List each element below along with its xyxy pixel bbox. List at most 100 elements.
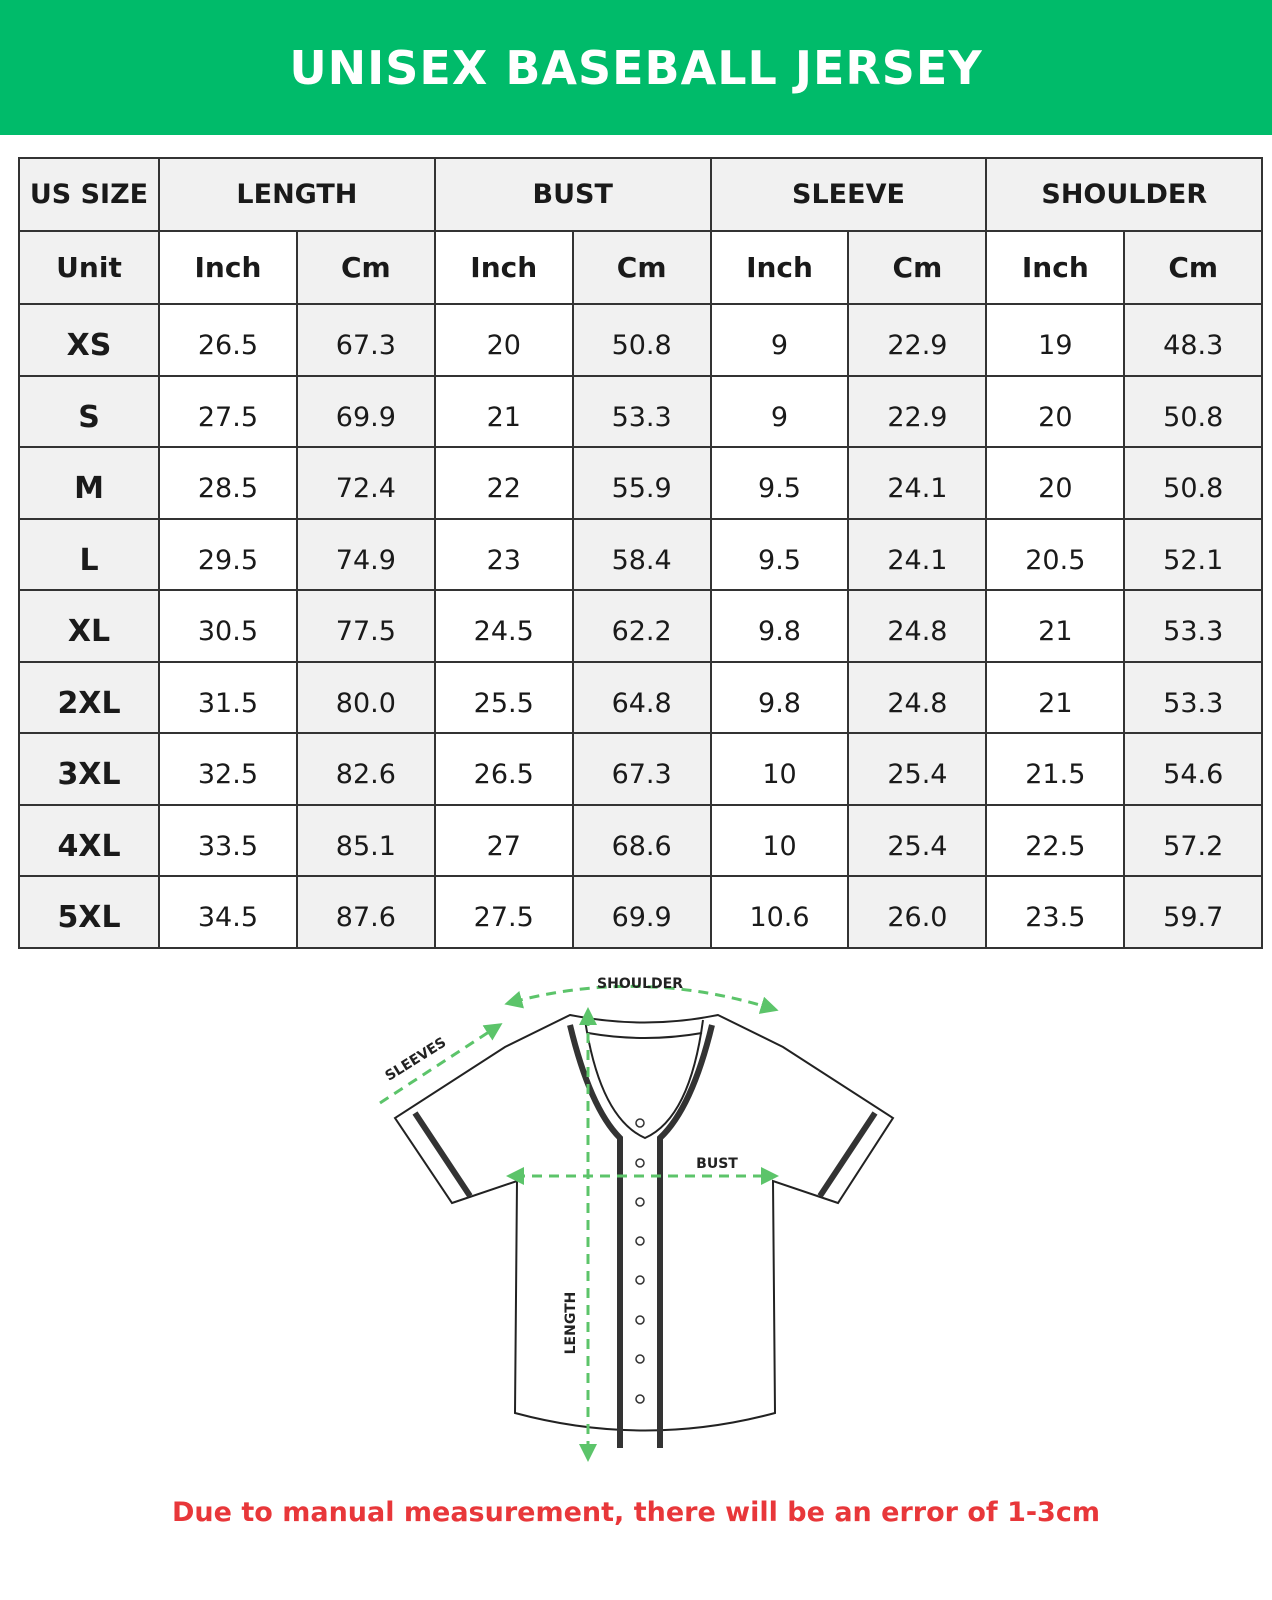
value-cell: 23.5 <box>985 875 1126 949</box>
table-row: S 27.5 69.9 21 53.3 9 22.9 20 50.8 <box>18 374 1264 448</box>
table-row: 2XL 31.5 80.0 25.5 64.8 9.8 24.8 21 53.3 <box>18 660 1264 734</box>
size-cell: XL <box>18 589 160 663</box>
value-cell: 32.5 <box>158 732 298 806</box>
unit-cell: Inch <box>433 230 574 305</box>
table-row: XL 30.5 77.5 24.5 62.2 9.8 24.8 21 53.3 <box>18 589 1264 663</box>
value-cell: 64.8 <box>571 660 712 734</box>
unit-cell: Cm <box>1123 230 1264 305</box>
value-cell: 27.5 <box>433 875 574 949</box>
value-cell: 28.5 <box>158 446 298 520</box>
table-row: M 28.5 72.4 22 55.9 9.5 24.1 20 50.8 <box>18 446 1264 520</box>
value-cell: 21 <box>433 374 574 448</box>
value-cell: 20 <box>985 446 1126 520</box>
value-cell: 50.8 <box>571 303 712 377</box>
value-cell: 20 <box>985 374 1126 448</box>
table-row: 3XL 32.5 82.6 26.5 67.3 10 25.4 21.5 54.6 <box>18 732 1264 806</box>
jersey-outline <box>393 1013 895 1432</box>
size-cell: 5XL <box>18 875 160 949</box>
value-cell: 24.8 <box>847 589 988 663</box>
value-cell: 24.1 <box>847 517 988 591</box>
value-cell: 25.5 <box>433 660 574 734</box>
unit-cell: Cm <box>847 230 988 305</box>
value-cell: 34.5 <box>158 875 298 949</box>
unit-cell: Cm <box>295 230 436 305</box>
value-cell: 67.3 <box>295 303 436 377</box>
value-cell: 50.8 <box>1123 374 1264 448</box>
value-cell: 53.3 <box>1123 660 1264 734</box>
value-cell: 77.5 <box>295 589 436 663</box>
value-cell: 30.5 <box>158 589 298 663</box>
header-sleeve: SLEEVE <box>709 157 988 232</box>
value-cell: 26.5 <box>158 303 298 377</box>
value-cell: 23 <box>433 517 574 591</box>
table-row: XS 26.5 67.3 20 50.8 9 22.9 19 48.3 <box>18 303 1264 377</box>
value-cell: 58.4 <box>571 517 712 591</box>
value-cell: 27.5 <box>158 374 298 448</box>
jersey-buttons <box>635 1118 645 1404</box>
unit-cell: Inch <box>158 230 298 305</box>
value-cell: 21 <box>985 660 1126 734</box>
value-cell: 20 <box>433 303 574 377</box>
value-cell: 9.8 <box>709 660 850 734</box>
value-cell: 22.9 <box>847 374 988 448</box>
value-cell: 82.6 <box>295 732 436 806</box>
value-cell: 74.9 <box>295 517 436 591</box>
value-cell: 31.5 <box>158 660 298 734</box>
value-cell: 25.4 <box>847 732 988 806</box>
value-cell: 55.9 <box>571 446 712 520</box>
size-cell: S <box>18 374 160 448</box>
size-chart-table: US SIZE LENGTH BUST SLEEVE SHOULDER Unit… <box>18 157 1264 949</box>
header-us-size: US SIZE <box>18 157 160 232</box>
unit-cell: Inch <box>709 230 850 305</box>
size-cell: L <box>18 517 160 591</box>
value-cell: 54.6 <box>1123 732 1264 806</box>
jersey-diagram: SHOULDER SLEEVES BUST LENGTH <box>379 976 895 1462</box>
value-cell: 24.1 <box>847 446 988 520</box>
value-cell: 53.3 <box>1123 589 1264 663</box>
value-cell: 50.8 <box>1123 446 1264 520</box>
value-cell: 26.5 <box>433 732 574 806</box>
value-cell: 22.9 <box>847 303 988 377</box>
measurement-note: Due to manual measurement, there will be… <box>172 1497 1100 1528</box>
value-cell: 22 <box>433 446 574 520</box>
value-cell: 69.9 <box>295 374 436 448</box>
unit-label: Unit <box>18 230 160 305</box>
value-cell: 21.5 <box>985 732 1126 806</box>
value-cell: 24.8 <box>847 660 988 734</box>
measurement-lines <box>379 984 779 1462</box>
value-cell: 22.5 <box>985 803 1126 877</box>
label-length: LENGTH <box>563 1292 579 1355</box>
value-cell: 9.5 <box>709 517 850 591</box>
size-cell: 4XL <box>18 803 160 877</box>
value-cell: 85.1 <box>295 803 436 877</box>
header-banner: UNISEX BASEBALL JERSEY <box>0 0 1272 135</box>
value-cell: 9.5 <box>709 446 850 520</box>
value-cell: 19 <box>985 303 1126 377</box>
value-cell: 25.4 <box>847 803 988 877</box>
value-cell: 10 <box>709 732 850 806</box>
header-row: US SIZE LENGTH BUST SLEEVE SHOULDER <box>18 157 1264 232</box>
size-cell: 3XL <box>18 732 160 806</box>
label-sleeves: SLEEVES <box>383 1035 450 1085</box>
table-row: 4XL 33.5 85.1 27 68.6 10 25.4 22.5 57.2 <box>18 803 1264 877</box>
value-cell: 62.2 <box>571 589 712 663</box>
value-cell: 10.6 <box>709 875 850 949</box>
unit-cell: Inch <box>985 230 1126 305</box>
value-cell: 27 <box>433 803 574 877</box>
value-cell: 9.8 <box>709 589 850 663</box>
size-cell: 2XL <box>18 660 160 734</box>
value-cell: 9 <box>709 303 850 377</box>
label-bust: BUST <box>696 1156 738 1172</box>
value-cell: 87.6 <box>295 875 436 949</box>
value-cell: 69.9 <box>571 875 712 949</box>
unit-row: Unit Inch Cm Inch Cm Inch Cm Inch Cm <box>18 230 1264 305</box>
value-cell: 9 <box>709 374 850 448</box>
size-cell: M <box>18 446 160 520</box>
value-cell: 20.5 <box>985 517 1126 591</box>
value-cell: 67.3 <box>571 732 712 806</box>
value-cell: 53.3 <box>571 374 712 448</box>
value-cell: 29.5 <box>158 517 298 591</box>
value-cell: 21 <box>985 589 1126 663</box>
value-cell: 72.4 <box>295 446 436 520</box>
value-cell: 52.1 <box>1123 517 1264 591</box>
